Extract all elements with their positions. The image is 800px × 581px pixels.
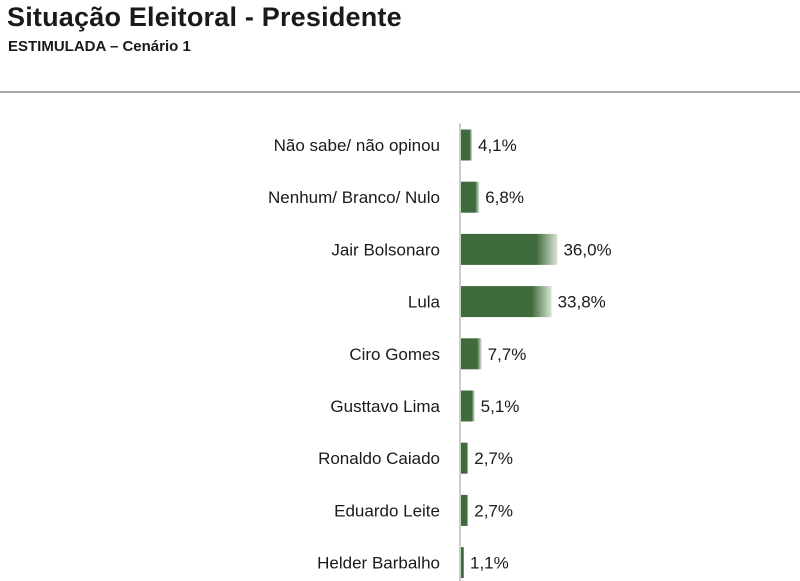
- category-label: Lula: [408, 293, 441, 312]
- bar: [461, 442, 469, 474]
- bar: [461, 547, 464, 579]
- bar: [461, 338, 482, 370]
- category-label: Helder Barbalho: [317, 554, 440, 573]
- value-label: 5,1%: [481, 397, 520, 416]
- category-label: Não sabe/ não opinou: [274, 136, 440, 155]
- title-divider: [0, 91, 800, 93]
- bar: [461, 286, 552, 318]
- value-label: 1,1%: [470, 554, 509, 573]
- category-label: Ciro Gomes: [349, 345, 440, 364]
- category-label: Eduardo Leite: [334, 501, 440, 520]
- value-label: 2,7%: [474, 449, 513, 468]
- value-label: 6,8%: [485, 188, 524, 207]
- value-label: 7,7%: [488, 345, 527, 364]
- category-label: Jair Bolsonaro: [331, 240, 440, 259]
- bars-group: Não sabe/ não opinou 4,1% Nenhum/ Branco/ …: [268, 129, 612, 579]
- value-label: 36,0%: [563, 240, 611, 259]
- bar: [461, 129, 472, 161]
- page-subtitle: ESTIMULADA – Cenário 1: [8, 38, 191, 55]
- value-label: 2,7%: [474, 501, 513, 520]
- value-label: 33,8%: [558, 293, 606, 312]
- bar: [461, 390, 475, 422]
- category-label: Gusttavo Lima: [330, 397, 440, 416]
- bar: [461, 181, 480, 213]
- bar: [461, 233, 558, 265]
- category-label: Ronaldo Caiado: [318, 449, 440, 468]
- bar: [461, 494, 469, 526]
- page-title: Situação Eleitoral - Presidente: [7, 2, 402, 32]
- value-label: 4,1%: [478, 136, 517, 155]
- category-label: Nenhum/ Branco/ Nulo: [268, 188, 440, 207]
